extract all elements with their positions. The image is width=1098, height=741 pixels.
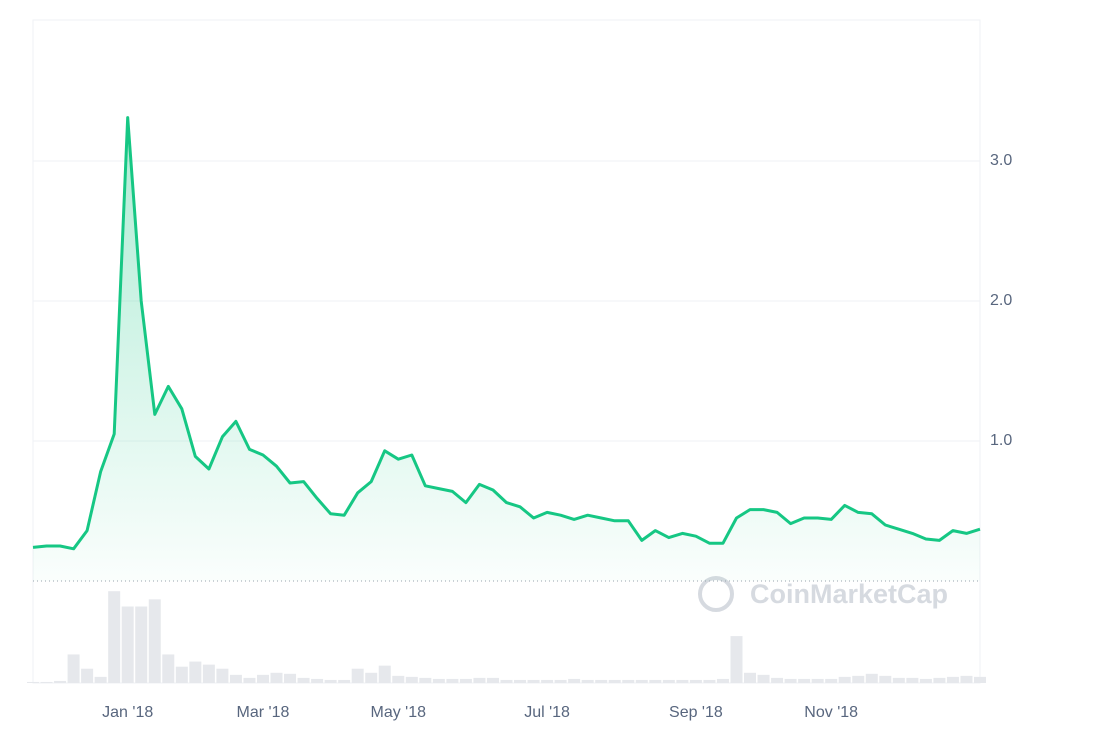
volume-bar xyxy=(608,679,621,683)
volume-bar xyxy=(108,591,121,683)
volume-bar xyxy=(338,679,351,683)
volume-bar xyxy=(527,679,540,683)
volume-bar xyxy=(256,674,269,683)
volume-bar xyxy=(459,678,472,683)
volume-bar xyxy=(135,606,148,683)
volume-bar xyxy=(446,678,459,683)
volume-bar xyxy=(676,679,689,683)
volume-bar xyxy=(202,664,215,683)
volume-bar xyxy=(54,680,67,683)
volume-bar xyxy=(757,674,770,683)
volume-bar xyxy=(879,675,892,683)
volume-bar xyxy=(94,676,107,683)
volume-bar xyxy=(784,678,797,683)
watermark: CoinMarketCap xyxy=(750,579,948,609)
volume-bar xyxy=(216,668,229,683)
volume-bar xyxy=(419,677,432,683)
x-tick-label: May '18 xyxy=(371,704,427,721)
volume-bar xyxy=(919,678,932,683)
volume-bar xyxy=(392,675,405,683)
volume-bar xyxy=(67,654,80,683)
line xyxy=(32,116,981,551)
volume-bar xyxy=(486,677,499,683)
volume-bar xyxy=(284,673,297,683)
volume-bar xyxy=(378,665,391,683)
volume-bar xyxy=(270,672,283,683)
area xyxy=(33,117,980,581)
volume-bar xyxy=(27,681,39,683)
y-tick-label: 3.0 xyxy=(990,152,1012,169)
x-tick-label: Nov '18 xyxy=(804,704,858,721)
volume-bar xyxy=(730,636,743,683)
volume-bar xyxy=(798,678,811,683)
volume-bar xyxy=(541,679,554,683)
volume-bar xyxy=(933,677,946,683)
volume-bar xyxy=(121,606,134,683)
volume-bar xyxy=(175,666,188,683)
volume-bar xyxy=(811,678,824,683)
volume-bar xyxy=(500,679,513,683)
volume-bar xyxy=(514,679,527,683)
volume-bar xyxy=(148,599,161,683)
volume-bar xyxy=(838,676,851,683)
x-tick-label: Jan '18 xyxy=(102,704,153,721)
volume-bar xyxy=(865,673,878,683)
volume-bar xyxy=(162,654,175,683)
watermark-logo xyxy=(698,576,734,612)
volume-bar xyxy=(595,679,608,683)
x-tick-label: Sep '18 xyxy=(669,704,723,721)
volume-bar xyxy=(40,681,53,683)
volume-bar xyxy=(311,678,324,683)
x-tick-label: Mar '18 xyxy=(237,704,290,721)
volume-bar xyxy=(432,678,445,683)
volume-bar xyxy=(365,672,378,683)
volume-bar xyxy=(689,679,702,683)
volume-bar xyxy=(825,678,838,683)
volume-bar xyxy=(662,679,675,683)
volume-bar xyxy=(581,679,594,683)
volume-bar xyxy=(297,677,310,683)
x-tick-label: Jul '18 xyxy=(524,704,570,721)
volume-bar xyxy=(229,674,242,683)
volume-bar xyxy=(405,676,418,683)
volume-bar xyxy=(771,677,784,683)
volume-bar xyxy=(716,678,729,683)
volume-bar xyxy=(703,679,716,683)
volume-bar xyxy=(946,676,959,683)
volume-bar xyxy=(649,679,662,683)
volume-bar xyxy=(635,679,648,683)
y-tick-label: 1.0 xyxy=(990,432,1012,449)
volume-bar xyxy=(852,675,865,683)
volume-bar xyxy=(189,661,202,683)
volume-bar xyxy=(906,677,919,683)
volume-bar xyxy=(892,677,905,683)
volume-bar xyxy=(81,668,94,683)
volume-bar xyxy=(744,672,757,683)
volume-bar xyxy=(324,679,337,683)
volume-bar xyxy=(351,668,364,683)
y-tick-label: 2.0 xyxy=(990,292,1012,309)
volume-bar xyxy=(974,676,986,683)
volume-bar xyxy=(554,679,567,683)
volume-bar xyxy=(243,677,256,683)
volume-bar xyxy=(960,675,973,683)
volume-bar xyxy=(568,678,581,683)
volume-bar xyxy=(473,677,486,683)
volume-bar xyxy=(622,679,635,683)
